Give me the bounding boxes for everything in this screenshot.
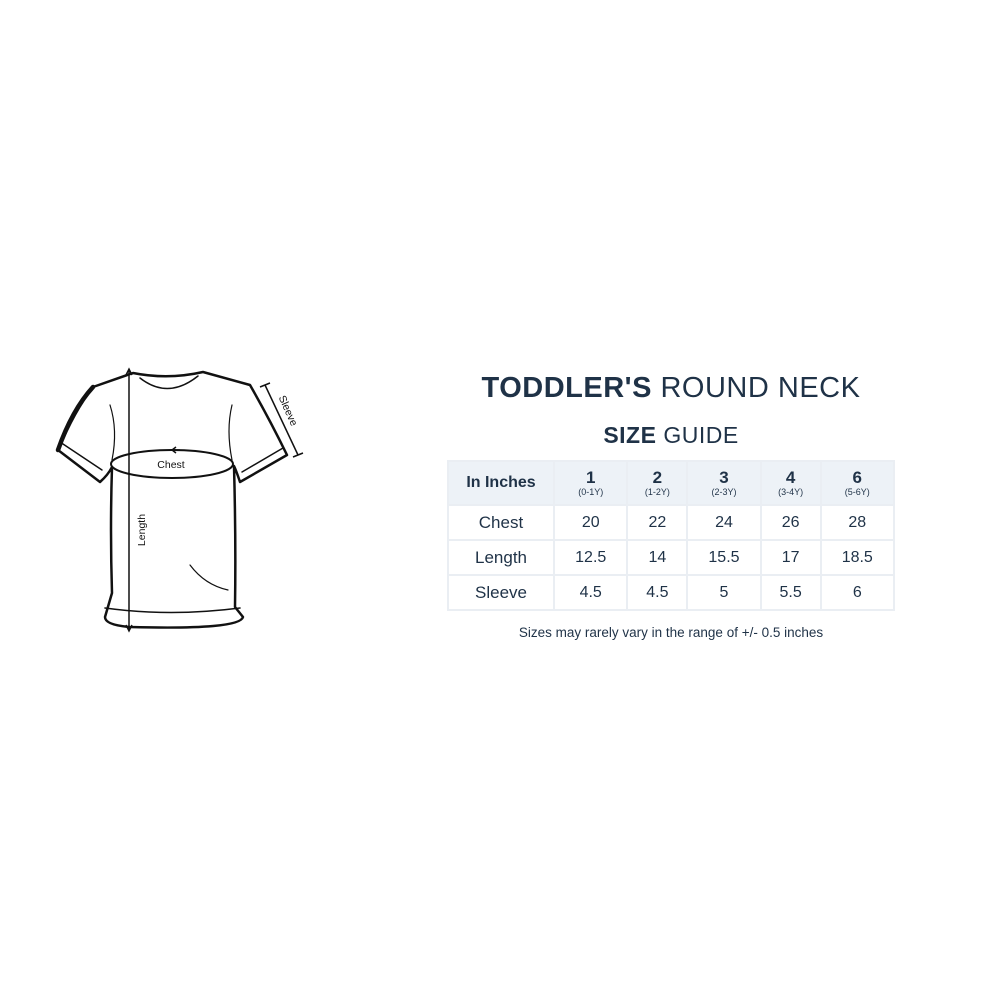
sleeve-line xyxy=(264,384,299,456)
chest-arrow-icon xyxy=(170,446,180,454)
tshirt-outline xyxy=(56,370,289,629)
table-cell: 20 xyxy=(552,504,629,541)
table-cell: 6 xyxy=(819,574,896,611)
size-header: 6 (5-6Y) xyxy=(819,460,896,506)
size-header: 2 (1-2Y) xyxy=(626,460,689,506)
row-label: Sleeve xyxy=(447,574,555,611)
table-cell: 5 xyxy=(686,574,762,611)
chest-label: Chest xyxy=(157,459,185,471)
table-cell: 24 xyxy=(686,504,762,541)
table-row: Length 12.5 14 15.5 17 18.5 xyxy=(447,539,896,576)
size-variance-note: Sizes may rarely vary in the range of +/… xyxy=(518,625,824,640)
table-cell: 14 xyxy=(626,539,689,576)
table-cell: 22 xyxy=(626,504,689,541)
size-header: 1 (0-1Y) xyxy=(552,460,629,506)
tshirt-diagram: Chest Length Sleeve xyxy=(55,367,304,633)
row-label: Length xyxy=(447,539,555,576)
size-header: 3 (2-3Y) xyxy=(686,460,762,506)
table-cell: 5.5 xyxy=(759,574,822,611)
table-header-row: In Inches 1 (0-1Y) 2 (1-2Y) 3 (2-3Y) 4 (3-4Y… xyxy=(447,460,896,506)
table-cell: 26 xyxy=(759,504,822,541)
sleeve-label: Sleeve xyxy=(276,394,300,428)
row-label: Chest xyxy=(447,504,555,541)
length-label: Length xyxy=(136,514,148,546)
table-cell: 12.5 xyxy=(552,539,629,576)
page-title: TODDLER'S ROUND NECK xyxy=(481,372,861,404)
size-header: 4 (3-4Y) xyxy=(759,460,822,506)
page-subtitle: SIZE GUIDE xyxy=(603,422,739,448)
table-cell: 4.5 xyxy=(626,574,689,611)
corner-header: In Inches xyxy=(447,460,555,506)
table-cell: 17 xyxy=(759,539,822,576)
table-cell: 18.5 xyxy=(819,539,896,576)
table-cell: 4.5 xyxy=(552,574,629,611)
table-cell: 15.5 xyxy=(686,539,762,576)
table-cell: 28 xyxy=(819,504,896,541)
table-row: Sleeve 4.5 4.5 5 5.5 6 xyxy=(447,574,896,611)
table-row: Chest 20 22 24 26 28 xyxy=(447,504,896,541)
size-table: In Inches 1 (0-1Y) 2 (1-2Y) 3 (2-3Y) 4 (3-4Y… xyxy=(447,460,896,611)
